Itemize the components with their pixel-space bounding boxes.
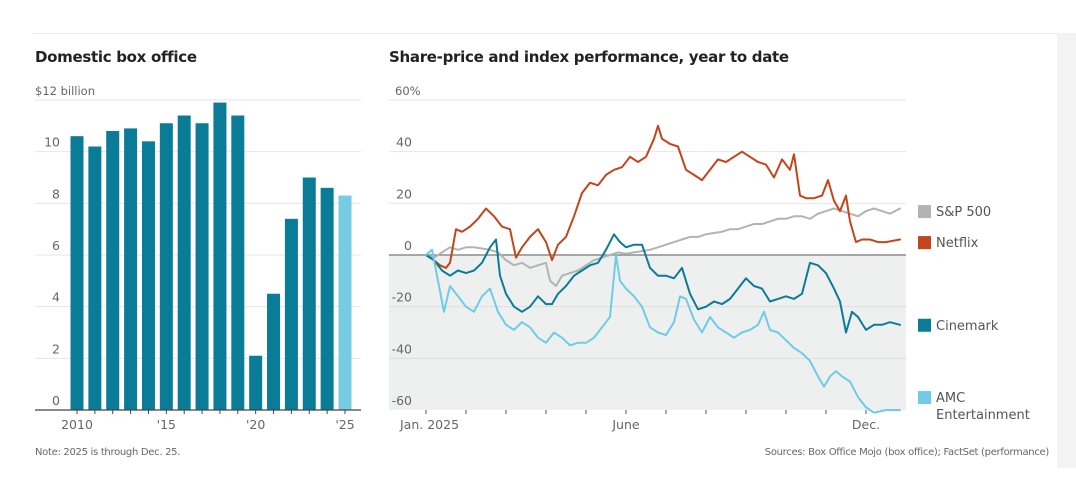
y-tick-label: 10 bbox=[44, 135, 60, 150]
y-tick-label: $12 billion bbox=[35, 84, 95, 98]
bar-2022 bbox=[284, 218, 298, 410]
x-tick-label: Jan. 2025 bbox=[399, 417, 459, 432]
bar-2023 bbox=[302, 177, 316, 410]
bar-2021 bbox=[267, 293, 281, 410]
y-tick-label: 2 bbox=[52, 341, 60, 356]
bar-2025 bbox=[338, 195, 352, 410]
y-tick-label: 8 bbox=[52, 186, 60, 201]
y-tick-label: 6 bbox=[52, 238, 60, 253]
y-tick-label: -60 bbox=[392, 393, 412, 408]
y-tick-label: 20 bbox=[396, 186, 412, 201]
line-netflix bbox=[425, 124, 901, 269]
box-office-title: Domestic box office bbox=[35, 48, 197, 66]
legend-swatch-amc bbox=[918, 391, 931, 405]
bar-2014 bbox=[141, 141, 155, 411]
x-tick-label: '25 bbox=[335, 417, 354, 432]
legend-label-cinemark: Cinemark bbox=[936, 319, 999, 334]
legend-label-amc: Entertainment bbox=[936, 408, 1030, 423]
line-sp500 bbox=[425, 207, 901, 287]
y-tick-label: 0 bbox=[52, 393, 60, 408]
bar-2017 bbox=[195, 123, 209, 410]
page-side-strip bbox=[1057, 33, 1076, 468]
legend-label-sp500: S&P 500 bbox=[936, 205, 991, 220]
legend-swatch-sp500 bbox=[918, 205, 931, 219]
y-tick-label: 40 bbox=[396, 135, 412, 150]
bar-2012 bbox=[106, 131, 120, 410]
line-amc bbox=[425, 248, 901, 414]
bar-2011 bbox=[88, 146, 102, 410]
bar-2015 bbox=[159, 123, 173, 410]
x-tick-label: '20 bbox=[246, 417, 265, 432]
y-tick-label: 4 bbox=[52, 290, 60, 305]
legend-label-netflix: Netflix bbox=[936, 236, 979, 251]
y-tick-label: -40 bbox=[392, 341, 412, 356]
sources-note: Sources: Box Office Mojo (box office); F… bbox=[764, 447, 1050, 458]
x-tick-label: 2010 bbox=[61, 417, 93, 432]
bar-2024 bbox=[320, 187, 334, 410]
bar-2016 bbox=[177, 115, 191, 410]
negative-region-shade bbox=[389, 255, 906, 410]
bar-2020 bbox=[249, 355, 263, 410]
x-tick-label: '15 bbox=[157, 417, 176, 432]
line-cinemark bbox=[425, 233, 901, 334]
y-tick-label: -20 bbox=[392, 290, 412, 305]
bar-2019 bbox=[231, 115, 245, 410]
legend-swatch-netflix bbox=[918, 236, 931, 250]
bar-2018 bbox=[213, 102, 227, 410]
legend-label-amc: AMC bbox=[936, 391, 965, 406]
box-office-note: Note: 2025 is through Dec. 25. bbox=[35, 447, 181, 458]
x-tick-label: June bbox=[611, 417, 640, 432]
legend-swatch-cinemark bbox=[918, 318, 931, 332]
bar-2013 bbox=[124, 128, 138, 410]
bar-2010 bbox=[70, 136, 84, 410]
top-divider bbox=[32, 33, 1057, 34]
y-tick-label: 60% bbox=[395, 84, 421, 98]
y-tick-label: 0 bbox=[404, 238, 412, 253]
x-tick-label: Dec. bbox=[852, 417, 880, 432]
performance-title: Share-price and index performance, year … bbox=[389, 48, 789, 66]
